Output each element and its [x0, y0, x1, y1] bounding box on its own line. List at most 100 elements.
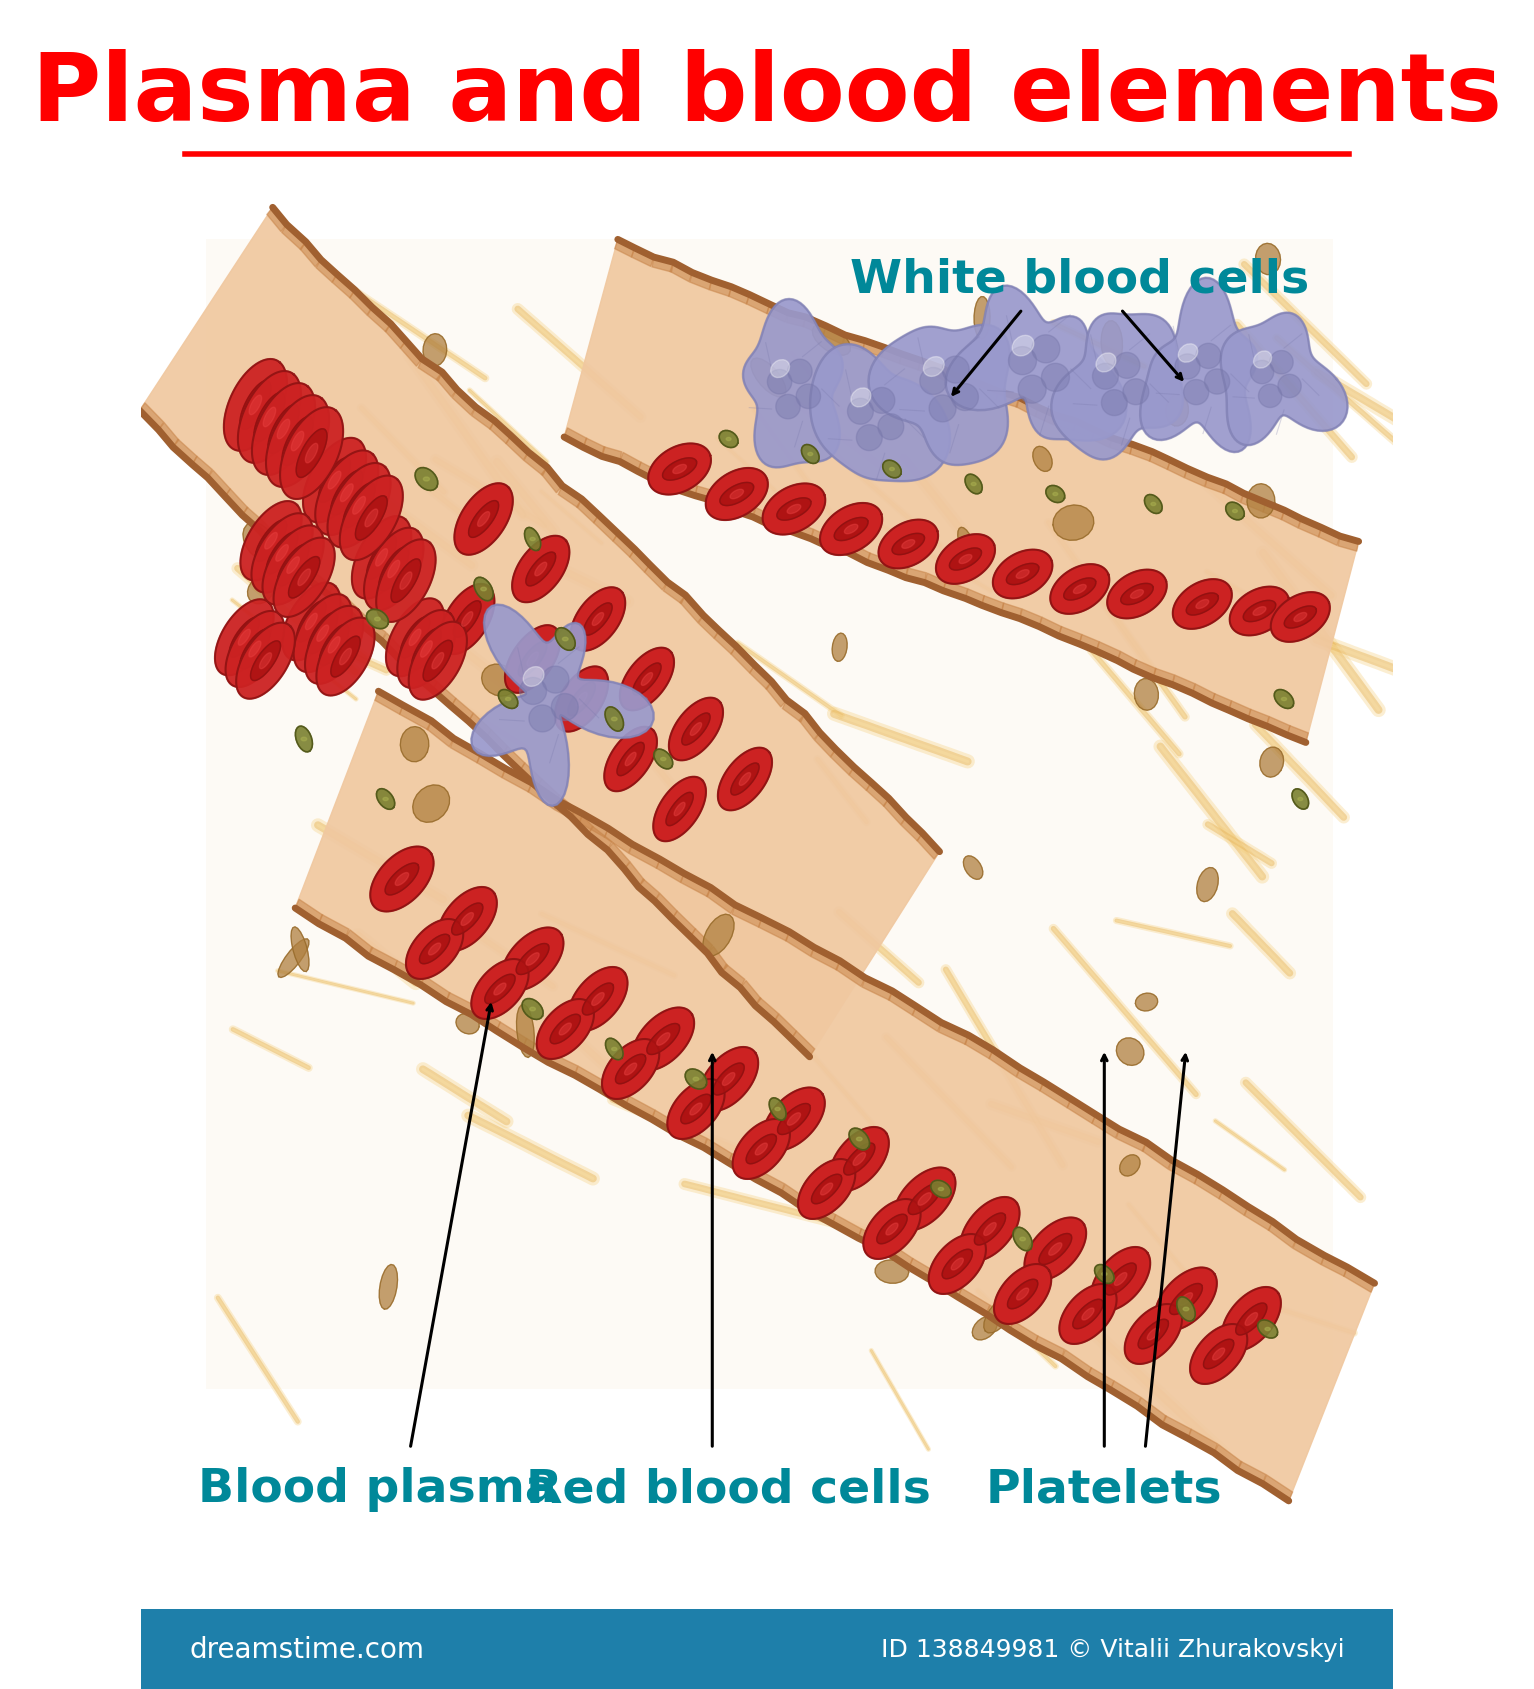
Text: Red blood cells: Red blood cells — [526, 1466, 931, 1512]
Polygon shape — [1008, 1280, 1039, 1309]
Polygon shape — [733, 502, 755, 517]
Polygon shape — [420, 976, 449, 1002]
Polygon shape — [367, 537, 396, 579]
Polygon shape — [811, 948, 841, 971]
Polygon shape — [877, 1214, 907, 1245]
Polygon shape — [517, 944, 549, 975]
Polygon shape — [555, 801, 583, 824]
Ellipse shape — [1281, 698, 1287, 701]
Polygon shape — [305, 444, 318, 463]
Polygon shape — [1243, 601, 1276, 622]
Polygon shape — [1088, 1368, 1114, 1390]
Polygon shape — [703, 915, 735, 956]
Polygon shape — [1344, 1267, 1374, 1292]
Polygon shape — [267, 534, 298, 574]
Polygon shape — [1111, 1382, 1141, 1407]
Polygon shape — [525, 453, 548, 476]
Polygon shape — [512, 537, 569, 603]
Ellipse shape — [923, 358, 945, 377]
Polygon shape — [1155, 1268, 1216, 1331]
Polygon shape — [275, 540, 296, 564]
Polygon shape — [520, 677, 546, 704]
Polygon shape — [477, 512, 489, 527]
Polygon shape — [331, 471, 362, 515]
Polygon shape — [695, 486, 716, 502]
Polygon shape — [1138, 1319, 1169, 1350]
Polygon shape — [1072, 1299, 1103, 1329]
Polygon shape — [376, 789, 394, 809]
Polygon shape — [158, 424, 179, 448]
Polygon shape — [1177, 1297, 1195, 1321]
Polygon shape — [304, 439, 367, 524]
Polygon shape — [1298, 519, 1321, 537]
Polygon shape — [804, 1199, 836, 1225]
Polygon shape — [730, 647, 755, 674]
Polygon shape — [1197, 600, 1209, 610]
Polygon shape — [225, 611, 284, 687]
Ellipse shape — [529, 539, 535, 540]
Polygon shape — [494, 983, 506, 995]
Polygon shape — [423, 640, 453, 682]
Polygon shape — [356, 497, 387, 540]
Polygon shape — [799, 714, 819, 740]
Polygon shape — [1124, 1304, 1183, 1365]
Polygon shape — [259, 522, 281, 549]
Polygon shape — [1120, 1155, 1140, 1176]
Polygon shape — [615, 1054, 646, 1084]
Polygon shape — [259, 654, 272, 669]
Text: Plasma and blood elements: Plasma and blood elements — [32, 49, 1502, 140]
Polygon shape — [1267, 718, 1290, 736]
Polygon shape — [1091, 1246, 1150, 1311]
Polygon shape — [247, 578, 273, 605]
Polygon shape — [499, 691, 518, 709]
Polygon shape — [719, 431, 738, 448]
Polygon shape — [951, 385, 979, 412]
Polygon shape — [1008, 348, 1037, 375]
Polygon shape — [739, 774, 750, 785]
Polygon shape — [1134, 660, 1157, 679]
Polygon shape — [503, 747, 525, 772]
Polygon shape — [400, 618, 430, 659]
Ellipse shape — [890, 468, 894, 471]
Polygon shape — [787, 1113, 801, 1125]
Polygon shape — [555, 667, 609, 733]
Polygon shape — [956, 377, 980, 394]
Polygon shape — [308, 613, 337, 654]
Bar — [206, 240, 1333, 1388]
Polygon shape — [830, 539, 850, 554]
Polygon shape — [408, 622, 466, 701]
Polygon shape — [1204, 1339, 1233, 1368]
Polygon shape — [776, 498, 811, 520]
Polygon shape — [1016, 399, 1039, 417]
Polygon shape — [370, 846, 434, 912]
Polygon shape — [520, 763, 542, 787]
Polygon shape — [249, 642, 261, 657]
Ellipse shape — [1150, 503, 1155, 507]
Polygon shape — [856, 426, 882, 451]
Polygon shape — [397, 650, 420, 676]
Polygon shape — [1318, 529, 1339, 546]
Polygon shape — [733, 1120, 790, 1179]
Polygon shape — [281, 409, 344, 500]
Polygon shape — [308, 573, 333, 596]
Polygon shape — [882, 461, 902, 478]
Polygon shape — [364, 529, 423, 611]
Polygon shape — [678, 1127, 707, 1149]
Polygon shape — [1117, 1039, 1144, 1066]
Polygon shape — [706, 468, 769, 520]
Polygon shape — [1081, 1309, 1094, 1321]
Polygon shape — [844, 525, 858, 534]
Polygon shape — [1017, 1289, 1029, 1301]
Ellipse shape — [1253, 351, 1272, 368]
Polygon shape — [1046, 486, 1065, 503]
Polygon shape — [876, 1260, 908, 1284]
Polygon shape — [1246, 1312, 1258, 1326]
Polygon shape — [333, 275, 354, 299]
Ellipse shape — [971, 483, 976, 486]
Polygon shape — [255, 520, 287, 562]
Polygon shape — [977, 385, 999, 402]
Polygon shape — [413, 785, 449, 823]
Polygon shape — [1270, 593, 1330, 642]
Polygon shape — [936, 535, 996, 584]
Polygon shape — [698, 616, 719, 638]
